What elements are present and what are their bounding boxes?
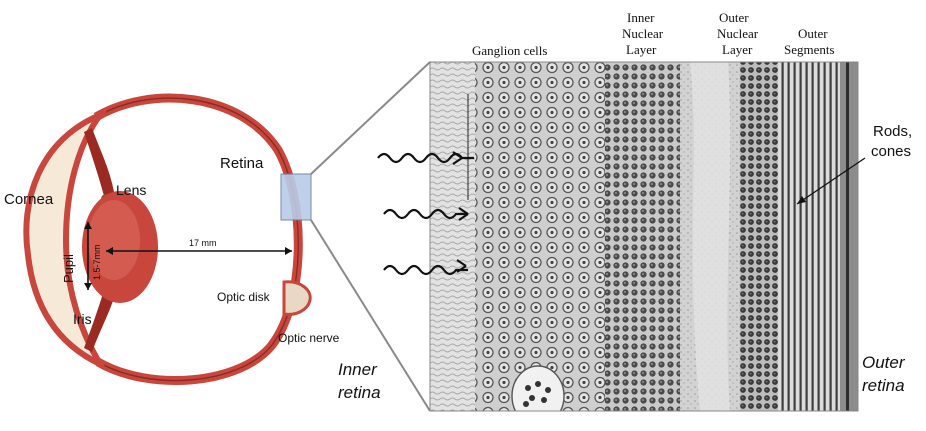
ganglion-cells-label: Ganglion cells: [472, 43, 547, 58]
ganglion-cell-layer: [475, 62, 605, 411]
rods-cones-label-2: cones: [871, 143, 911, 160]
retina-highlight-box: [280, 173, 312, 221]
outer-nuclear-label-3: Layer: [722, 42, 753, 57]
inner-nuclear-label-3: Layer: [626, 42, 657, 57]
optic-nerve-shape: [282, 280, 312, 316]
light-arrow-2: [383, 208, 468, 220]
inner-nuclear-layer: [605, 62, 680, 411]
retina-micrograph: [430, 62, 858, 411]
inner-nuclear-label-1: Inner: [627, 10, 655, 25]
cornea-label: Cornea: [4, 191, 54, 208]
pupil-size-label: 1.5-7mm: [92, 244, 102, 280]
optic-nerve-label: Optic nerve: [278, 331, 340, 345]
inner-retina-label-1: Inner: [338, 360, 378, 379]
outer-nuclear-label-2: Nuclear: [717, 26, 759, 41]
incoming-light-arrows: [377, 151, 474, 276]
light-arrow-1: [377, 152, 474, 164]
iris-label: Iris: [73, 311, 92, 327]
inner-nuclear-label-2: Nuclear: [622, 26, 664, 41]
retina-label: Retina: [220, 155, 264, 172]
light-arrow-3: [383, 264, 468, 276]
inner-retina-label-2: retina: [338, 383, 381, 402]
rods-cones-label-1: Rods,: [873, 123, 912, 140]
outer-retina-label-2: retina: [862, 376, 905, 395]
outer-retina-label-1: Outer: [862, 353, 906, 372]
iris-upper: [84, 128, 114, 196]
cornea-shape: [23, 108, 109, 371]
blood-vessel: [511, 365, 565, 411]
lens-label: Lens: [116, 182, 146, 198]
outer-nuclear-label-1: Outer: [719, 10, 749, 25]
outer-segments-label-2: Segments: [784, 42, 835, 57]
rods-cones-pointer: [796, 157, 866, 205]
zoom-line-top: [310, 61, 431, 175]
optic-disk-label: Optic disk: [217, 290, 271, 304]
eye-cross-section: [23, 93, 312, 385]
pupil-label: Pupil: [61, 254, 76, 283]
outer-segments-label-1: Outer: [798, 26, 828, 41]
axial-length-label: 17 mm: [189, 238, 217, 248]
outer-nuclear-layer: [740, 62, 778, 411]
outer-segments-layer: [778, 62, 840, 411]
iris-lower: [84, 290, 116, 352]
zoom-line-bottom: [310, 219, 431, 412]
